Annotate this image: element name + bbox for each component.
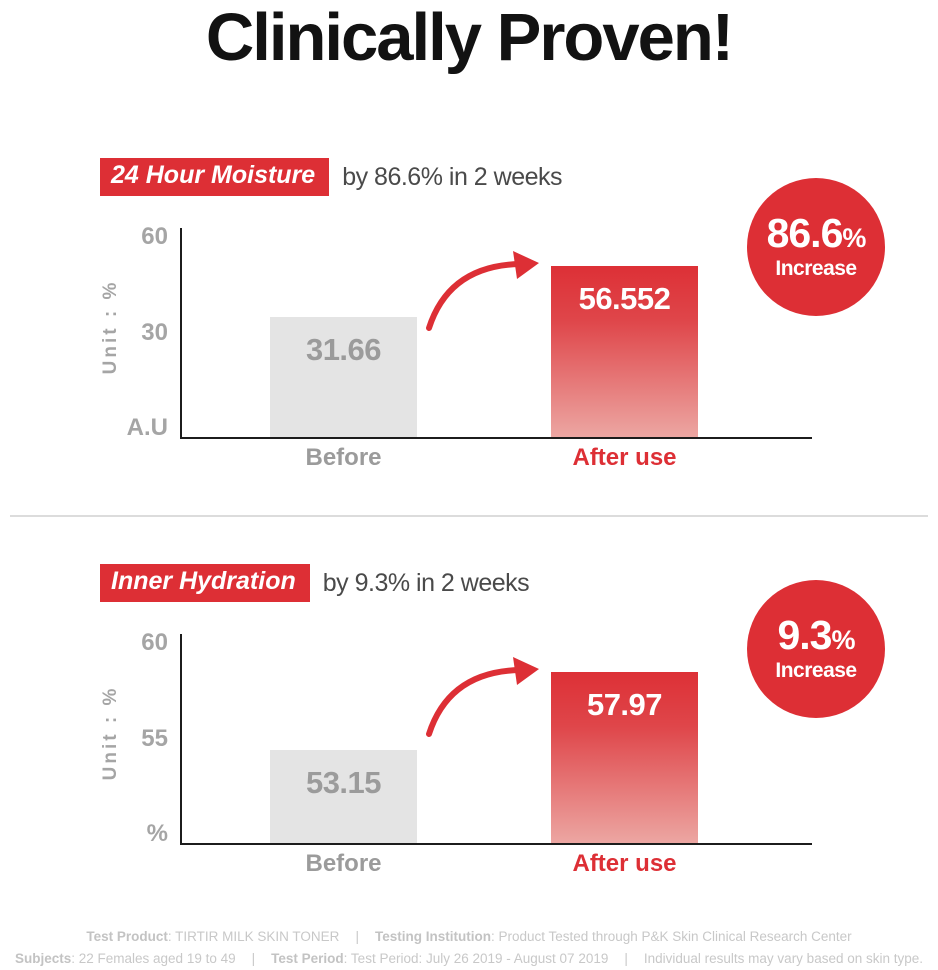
increase-arrow-icon [426,251,539,331]
footer-line-1: Test Product: TIRTIR MILK SKIN TONER | Tes… [86,929,852,944]
chart-inner-hydration: Inner Hydration by 9.3% in 2 weeks Unit … [0,556,938,916]
chart-header: 24 Hour Moisture by 86.6% in 2 weeks [100,158,562,196]
chart-header: Inner Hydration by 9.3% in 2 weeks [100,564,530,602]
chart-badge: 24 Hour Moisture [100,158,330,196]
y-axis-line [180,634,182,845]
increase-word: Increase [775,257,857,280]
bar-before: 53.15 [270,750,417,843]
x-label-after: After use [572,444,677,471]
y-tick-percent: % [146,820,168,847]
chart-subtitle: by 86.6% in 2 weeks [342,162,562,191]
section-divider [10,515,928,517]
bar-after-value: 56.552 [578,281,671,316]
increase-word: Increase [775,659,857,682]
y-tick-60: 60 [141,223,168,250]
bar-before: 31.66 [270,317,417,437]
increase-arrow-icon [426,657,539,737]
bar-before-value: 53.15 [305,765,382,800]
chart-24-hour-moisture: 24 Hour Moisture by 86.6% in 2 weeks Uni… [0,150,938,510]
bar-after: 56.552 [551,266,698,437]
chart-subtitle: by 9.3% in 2 weeks [322,568,530,597]
increase-percent: 86.6% [766,210,867,256]
page-title: Clinically Proven! [205,0,734,75]
increase-badge: 86.6% Increase [747,178,885,316]
bar-after-value: 57.97 [586,687,663,722]
bar-before-value: 31.66 [305,332,382,367]
x-axis-line [180,843,812,845]
y-tick-30: 30 [141,319,168,346]
x-label-after: After use [572,850,677,877]
y-tick-60: 60 [141,629,168,656]
x-label-before: Before [305,444,382,471]
bar-after: 57.97 [551,672,698,843]
increase-badge: 9.3% Increase [747,580,885,718]
y-axis-line [180,228,182,439]
x-label-before: Before [305,850,382,877]
increase-percent: 9.3% [777,612,855,658]
chart-badge: Inner Hydration [100,564,310,602]
y-tick-55: 55 [141,725,168,752]
y-tick-au: A.U [126,414,168,441]
disclaimer-footer: Test Product: TIRTIR MILK SKIN TONER | Tes… [0,926,938,970]
footer-line-2: Subjects: 22 Females aged 19 to 49 | Test … [14,951,924,966]
x-axis-line [180,437,812,439]
